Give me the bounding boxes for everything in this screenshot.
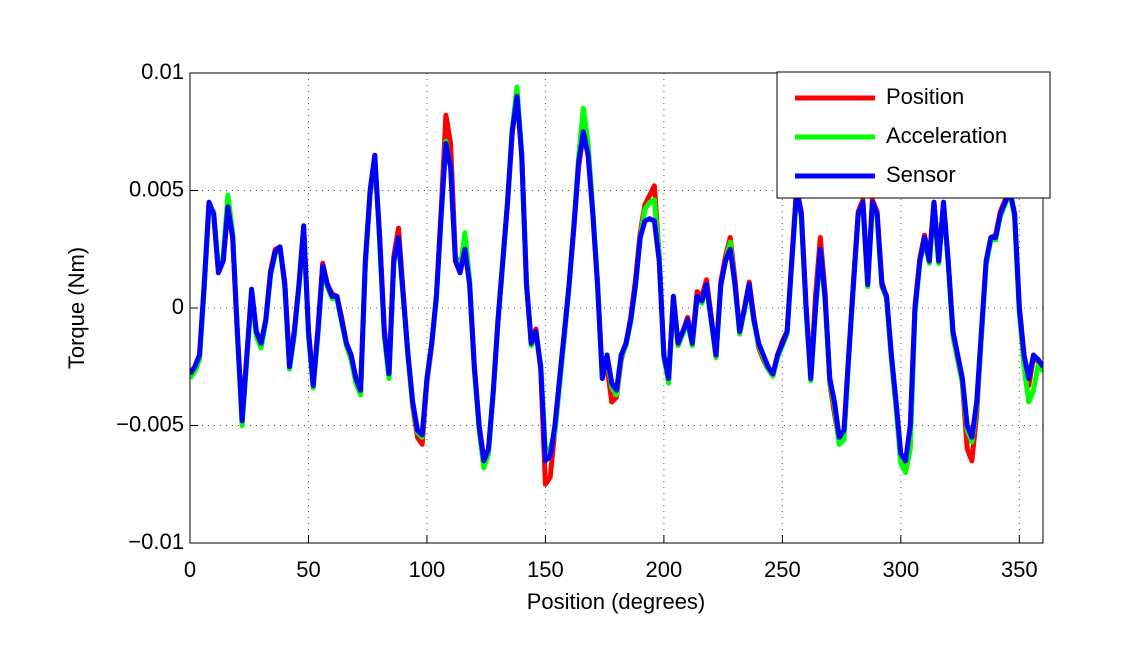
x-tick-label: 100	[409, 557, 446, 582]
y-tick-label: −0.01	[128, 529, 184, 554]
y-tick-label: −0.005	[116, 411, 184, 436]
x-tick-label: 150	[527, 557, 564, 582]
legend-label: Acceleration	[886, 123, 1007, 148]
x-axis-label: Position (degrees)	[527, 589, 706, 614]
x-tick-label: 350	[1001, 557, 1038, 582]
axes-box	[189, 72, 1044, 544]
y-axis-label: Torque (Nm)	[64, 247, 89, 369]
x-tick-label: 200	[646, 557, 683, 582]
y-tick-label: 0.01	[141, 59, 184, 84]
legend-label: Position	[886, 84, 964, 109]
x-tick-label: 300	[882, 557, 919, 582]
y-tick-label: 0	[172, 294, 184, 319]
x-tick-label: 50	[296, 557, 320, 582]
y-tick-label: 0.005	[129, 176, 184, 201]
x-tick-label: 250	[764, 557, 801, 582]
legend-label: Sensor	[886, 162, 956, 187]
x-tick-label: 0	[184, 557, 196, 582]
series-line	[190, 94, 1043, 464]
